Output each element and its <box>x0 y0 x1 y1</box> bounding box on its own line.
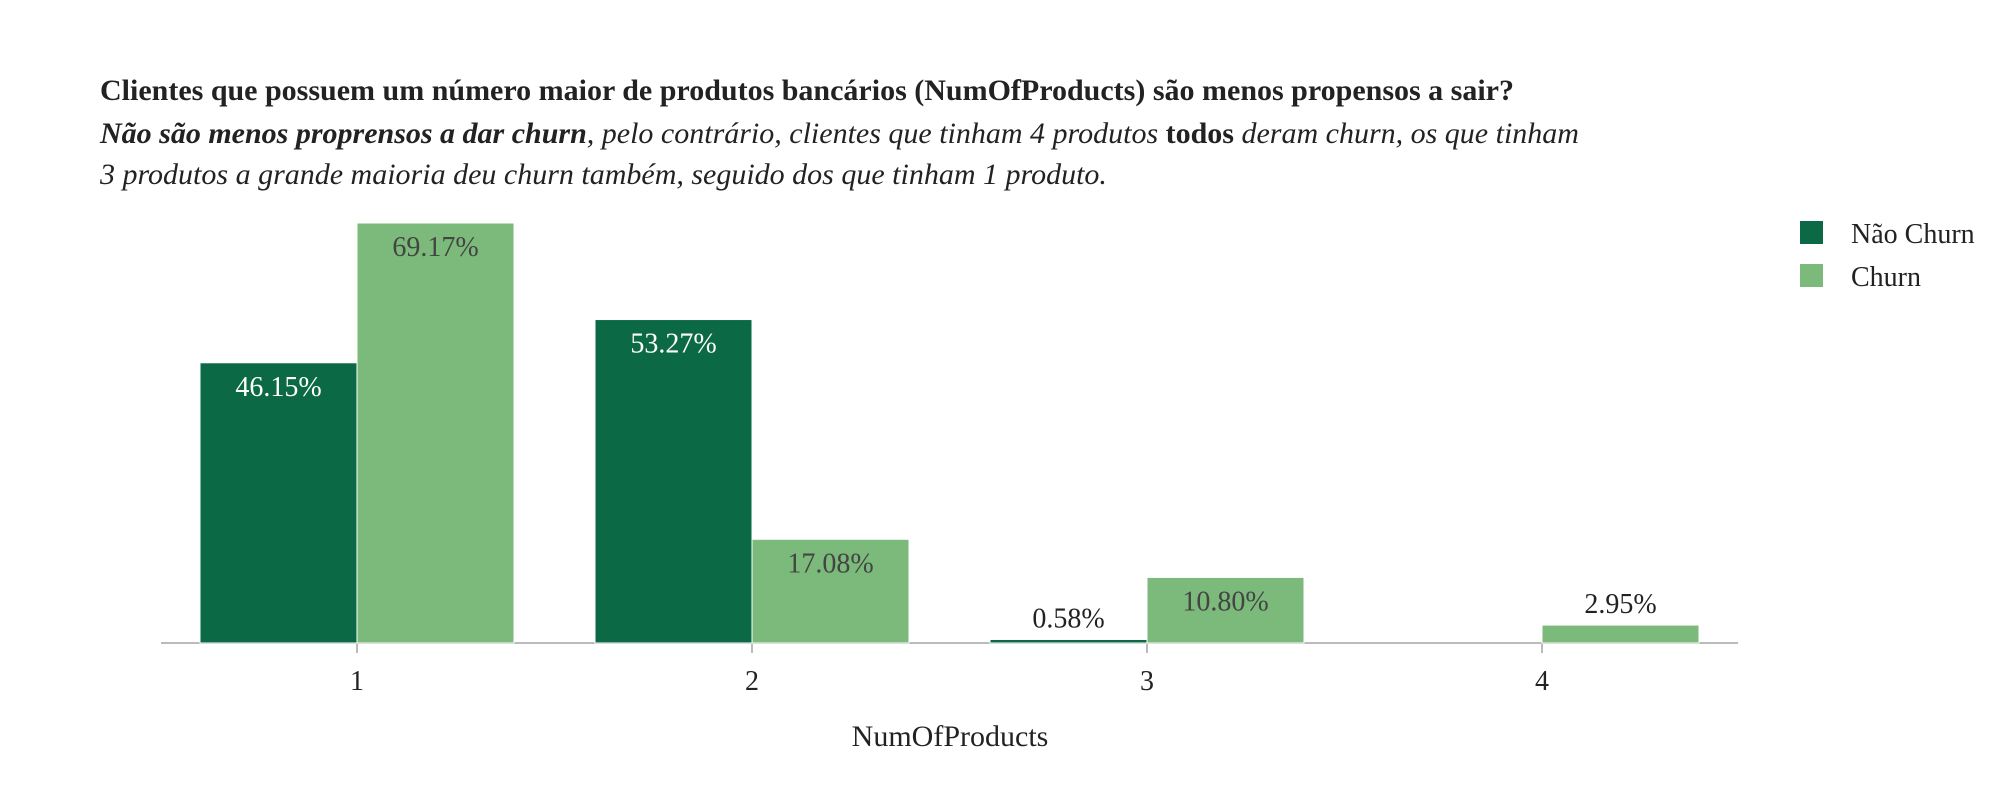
bar <box>989 638 1148 644</box>
chart-subtitle: Não são menos proprensos a dar churn, pe… <box>99 117 1579 150</box>
legend-swatch <box>1800 221 1823 244</box>
bar <box>594 319 753 644</box>
data-label: 0.58% <box>1032 603 1104 634</box>
legend-label: Não Churn <box>1851 219 1975 250</box>
x-axis-title: NumOfProducts <box>852 720 1049 753</box>
legend-swatch <box>1800 264 1823 287</box>
subtitle-segment: todos <box>1166 117 1234 150</box>
subtitle-segment: Não são menos proprensos a dar churn <box>99 117 587 150</box>
x-tick-label: 4 <box>1535 666 1549 697</box>
data-label: 10.80% <box>1182 586 1268 617</box>
chart-title: Clientes que possuem um número maior de … <box>100 74 1514 107</box>
legend-label: Churn <box>1851 262 1921 293</box>
bar <box>1541 624 1700 644</box>
subtitle-segment: deram churn, os que tinham <box>1234 117 1579 150</box>
x-tick-label: 1 <box>350 666 364 697</box>
bar <box>199 362 358 644</box>
bar <box>751 538 910 644</box>
data-label: 2.95% <box>1584 589 1656 620</box>
bar <box>356 222 515 644</box>
data-label: 46.15% <box>235 372 321 403</box>
x-tick-label: 3 <box>1140 666 1154 697</box>
x-tick-label: 2 <box>745 666 759 697</box>
chart-subtitle: 3 produtos a grande maioria deu churn ta… <box>99 158 1107 191</box>
data-label: 69.17% <box>392 232 478 263</box>
subtitle-segment: , pelo contrário, clientes que tinham 4 … <box>587 117 1166 150</box>
subtitle-segment: 3 produtos a grande maioria deu churn ta… <box>99 158 1107 191</box>
data-label: 53.27% <box>630 329 716 360</box>
bar <box>1146 576 1305 644</box>
data-label: 17.08% <box>787 548 873 579</box>
